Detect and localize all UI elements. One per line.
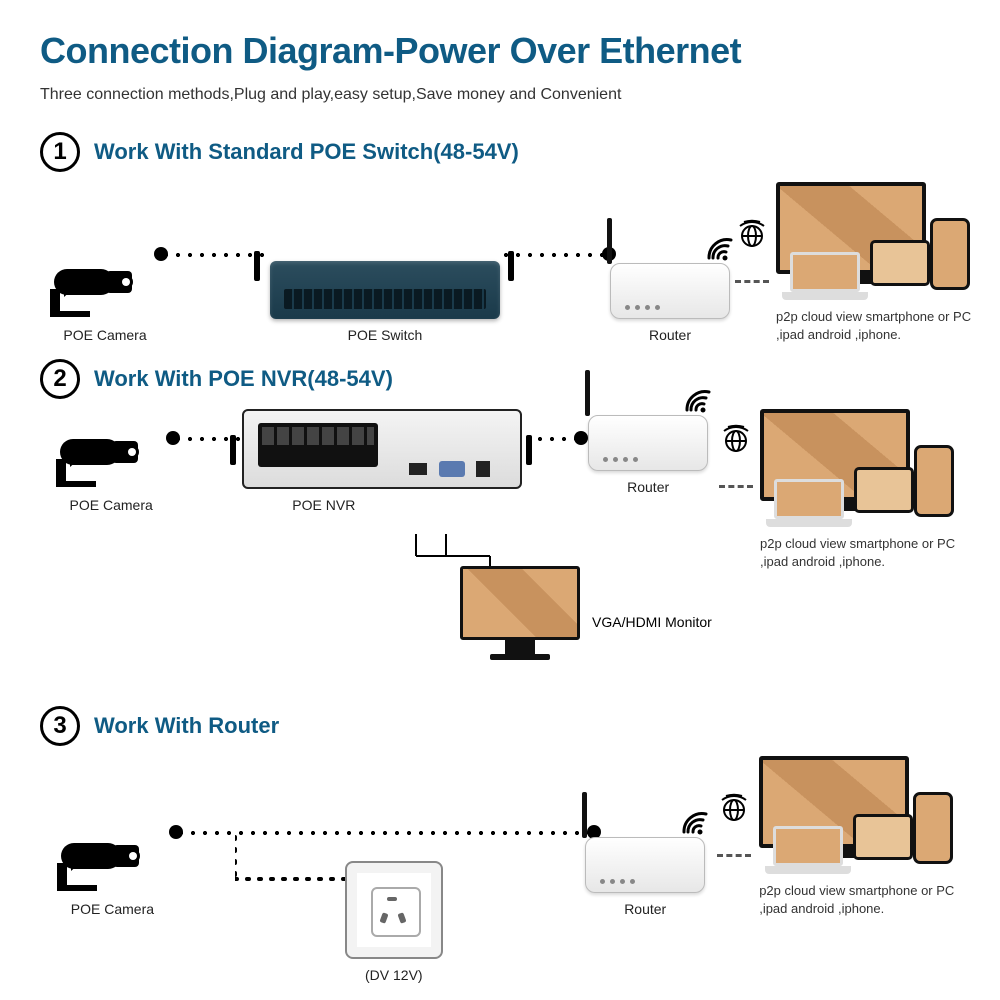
router-label: Router xyxy=(627,479,669,495)
cloud-caption: p2p cloud view smartphone or PC ,ipad an… xyxy=(760,535,960,570)
cloud-caption: p2p cloud view smartphone or PC ,ipad an… xyxy=(759,882,959,917)
router-label: Router xyxy=(624,901,666,917)
camera-label: POE Camera xyxy=(70,497,153,513)
power-socket-icon xyxy=(345,861,443,959)
section-1: 1 Work With Standard POE Switch(48-54V) … xyxy=(40,132,960,343)
globe-icon xyxy=(716,790,752,826)
wifi-icon xyxy=(680,810,710,841)
camera-icon xyxy=(50,249,160,319)
section-title-2: Work With POE NVR(48-54V) xyxy=(94,366,393,392)
page-title: Connection Diagram-Power Over Ethernet xyxy=(40,30,960,72)
device-cluster-icon xyxy=(760,409,960,529)
section-3: 3 Work With Router POE Camera xyxy=(40,706,960,917)
section-number-3: 3 xyxy=(40,706,80,746)
cloud-caption: p2p cloud view smartphone or PC ,ipad an… xyxy=(776,308,976,343)
monitor-icon xyxy=(460,566,580,660)
router-icon xyxy=(588,415,708,471)
router-icon xyxy=(610,263,730,319)
monitor-label: VGA/HDMI Monitor xyxy=(592,614,712,630)
section-number-2: 2 xyxy=(40,359,80,399)
section-title-1: Work With Standard POE Switch(48-54V) xyxy=(94,139,519,165)
switch-label: POE Switch xyxy=(348,327,423,343)
page-subtitle: Three connection methods,Plug and play,e… xyxy=(40,86,960,104)
camera-label: POE Camera xyxy=(71,901,154,917)
socket-label: (DV 12V) xyxy=(365,967,423,983)
section-title-3: Work With Router xyxy=(94,713,279,739)
poe-nvr-icon xyxy=(242,409,522,489)
camera-label: POE Camera xyxy=(63,327,146,343)
router-label: Router xyxy=(649,327,691,343)
device-cluster-icon xyxy=(776,182,976,302)
router-icon xyxy=(585,837,705,893)
wifi-icon xyxy=(683,388,713,419)
camera-icon xyxy=(56,419,166,489)
camera-icon xyxy=(57,823,167,893)
device-cluster-icon xyxy=(759,756,959,876)
globe-icon xyxy=(718,421,754,457)
section-2: 2 Work With POE NVR(48-54V) POE Camera P… xyxy=(40,359,960,690)
poe-switch-icon xyxy=(270,261,500,319)
nvr-label: POE NVR xyxy=(292,497,355,513)
section-number-1: 1 xyxy=(40,132,80,172)
wifi-icon xyxy=(705,236,735,267)
globe-icon xyxy=(734,216,770,252)
